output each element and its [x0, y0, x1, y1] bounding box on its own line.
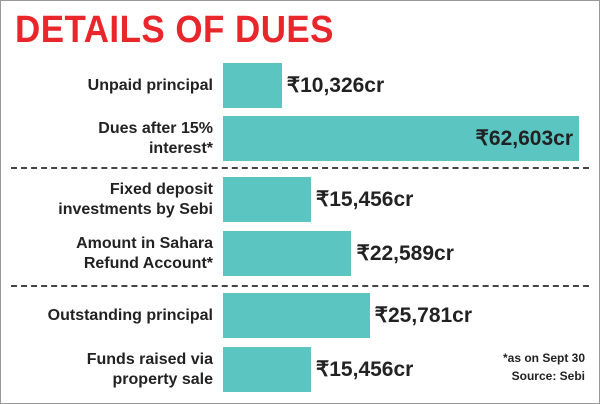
value-label: ₹10,326cr — [286, 74, 385, 97]
bar — [223, 293, 370, 338]
category-label: Dues after 15% interest* — [98, 119, 213, 157]
value-label: ₹15,456cr — [315, 358, 414, 381]
bar — [223, 116, 579, 161]
separator — [11, 285, 589, 287]
bar — [223, 347, 311, 392]
category-label: Amount in Sahara Refund Account* — [76, 234, 213, 272]
category-label: Unpaid principal — [87, 76, 213, 94]
bar — [223, 231, 352, 276]
note: *as on Sept 30 — [502, 351, 585, 365]
value-label: ₹22,589cr — [356, 242, 454, 265]
category-label: Outstanding principal — [47, 306, 213, 324]
value-label: ₹25,781cr — [374, 304, 473, 327]
bar — [223, 63, 282, 108]
chart-title: DETAILS OF DUES — [15, 9, 334, 51]
separator — [11, 167, 589, 169]
note: Source: Sebi — [511, 369, 585, 383]
category-label: Fixed deposit investments by Sebi — [58, 180, 213, 218]
category-label: Funds raised via property sale — [86, 350, 213, 388]
value-label: ₹15,456cr — [315, 188, 414, 211]
value-label: ₹62,603cr — [475, 127, 573, 150]
bar — [223, 177, 311, 222]
